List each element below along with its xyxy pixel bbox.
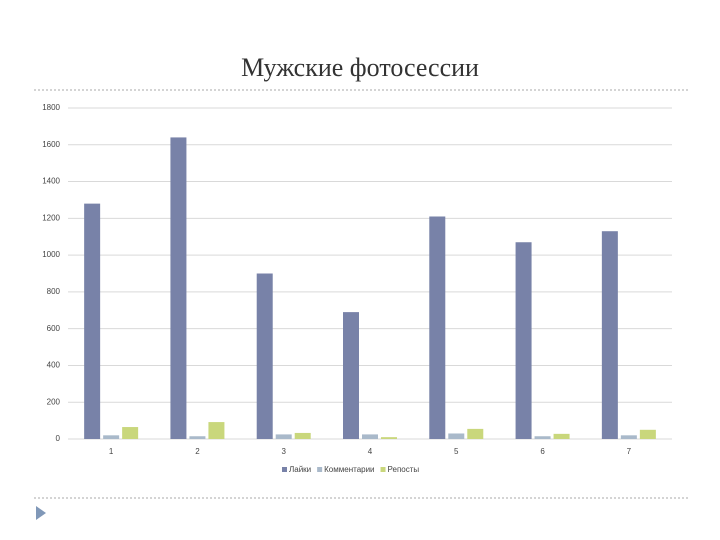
bar bbox=[189, 436, 206, 439]
bar bbox=[275, 434, 292, 439]
bar bbox=[515, 242, 532, 439]
legend-swatch bbox=[317, 467, 323, 472]
bar bbox=[553, 433, 570, 439]
bar bbox=[170, 137, 187, 439]
legend-label: Репосты bbox=[388, 465, 420, 474]
x-tick-label: 3 bbox=[281, 447, 286, 456]
y-tick-label: 1000 bbox=[42, 250, 60, 259]
y-tick-label: 1400 bbox=[42, 177, 60, 186]
bar bbox=[467, 428, 484, 439]
bar bbox=[534, 436, 551, 439]
bar bbox=[103, 435, 120, 439]
x-tick-label: 5 bbox=[454, 447, 459, 456]
bar bbox=[343, 312, 359, 439]
bar bbox=[122, 427, 139, 439]
x-tick-label: 6 bbox=[540, 447, 545, 456]
legend-label: Комментарии bbox=[324, 465, 374, 474]
bar bbox=[362, 434, 378, 439]
chart-title: Мужские фотосессии bbox=[241, 53, 479, 82]
y-tick-label: 800 bbox=[47, 287, 61, 296]
bar bbox=[448, 433, 465, 439]
y-tick-label: 1200 bbox=[42, 213, 60, 222]
bullet-icon bbox=[36, 506, 46, 520]
bar bbox=[84, 203, 101, 439]
y-tick-label: 400 bbox=[47, 361, 61, 370]
bar bbox=[429, 216, 446, 439]
bar bbox=[381, 437, 397, 439]
bar bbox=[620, 435, 637, 439]
y-tick-label: 200 bbox=[47, 397, 61, 406]
bar bbox=[601, 231, 618, 439]
y-tick-label: 1600 bbox=[42, 140, 60, 149]
bar bbox=[639, 429, 656, 439]
legend-swatch bbox=[380, 467, 386, 472]
x-tick-label: 1 bbox=[109, 447, 114, 456]
legend-swatch bbox=[282, 467, 287, 472]
y-tick-label: 0 bbox=[56, 434, 61, 443]
x-tick-label: 2 bbox=[195, 447, 200, 456]
bar bbox=[208, 422, 225, 439]
y-tick-label: 1800 bbox=[42, 103, 60, 112]
legend-label: Лайки bbox=[289, 465, 311, 474]
x-tick-label: 7 bbox=[627, 447, 632, 456]
bar bbox=[294, 432, 311, 439]
bar bbox=[256, 273, 273, 439]
x-tick-label: 4 bbox=[368, 447, 373, 456]
y-tick-label: 600 bbox=[47, 324, 61, 333]
